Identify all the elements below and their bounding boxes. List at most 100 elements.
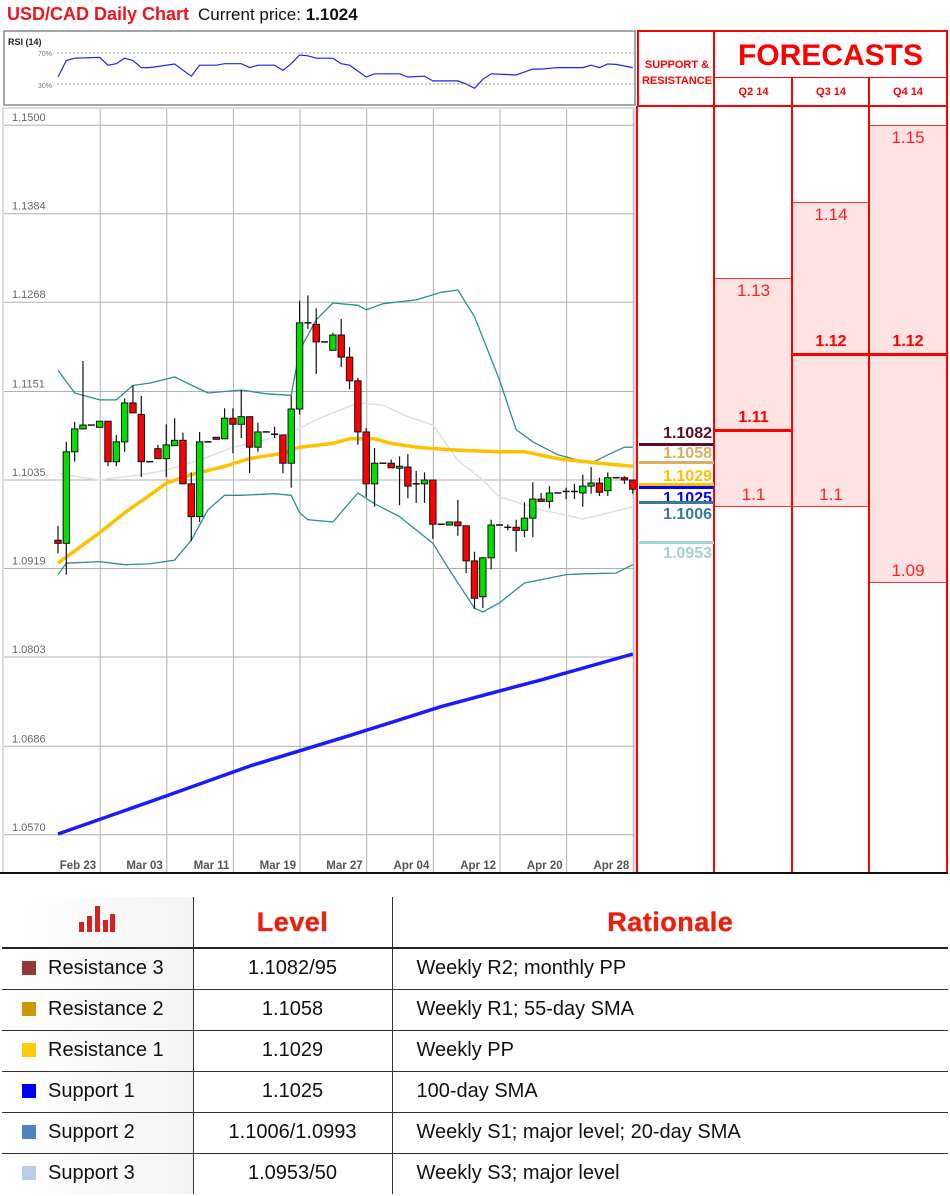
candle-body xyxy=(329,334,337,351)
table-row: Resistance 1 1.1029 Weekly PP xyxy=(2,1030,948,1072)
candle-body xyxy=(587,482,595,487)
candle-body xyxy=(54,539,62,544)
forecast-mid-label: 1.12 xyxy=(815,333,847,351)
candle xyxy=(454,499,462,536)
candle xyxy=(470,551,479,609)
candle-body xyxy=(287,408,295,464)
candle xyxy=(587,467,595,494)
forecast-high-label: 1.13 xyxy=(736,280,771,300)
table-row: Support 1 1.1025 100-day SMA xyxy=(2,1071,948,1113)
level-name-cell: Resistance 1 xyxy=(2,1030,193,1072)
sr-level-label: 1.1082 xyxy=(663,425,712,443)
level-name: Resistance 1 xyxy=(48,1039,164,1061)
candle-body xyxy=(545,492,554,502)
candle-body xyxy=(229,417,237,425)
y-tick-label: 1.0919 xyxy=(12,556,46,568)
candle xyxy=(254,422,262,452)
candle-body xyxy=(512,526,520,531)
level-value: 1.1029 xyxy=(192,1030,392,1072)
candle xyxy=(537,492,545,502)
candle xyxy=(487,519,495,570)
level-value: 1.1006/1.0993 xyxy=(192,1112,392,1154)
candle-body xyxy=(104,420,112,463)
candle xyxy=(312,308,320,374)
candle-body xyxy=(595,482,604,493)
quarter-header-q4: Q4 14 xyxy=(868,77,948,107)
rsi-label: RSI (14) xyxy=(8,37,42,47)
y-tick-label: 1.1500 xyxy=(12,112,46,124)
level-rationale: Weekly S1; major level; 20-day SMA xyxy=(391,1112,948,1154)
candle-body xyxy=(312,323,320,343)
candle xyxy=(271,426,279,439)
candle xyxy=(162,424,170,477)
candle xyxy=(129,385,137,414)
x-tick-label: Feb 23 xyxy=(60,860,96,872)
sr-header-line2: RESISTANCE xyxy=(641,75,713,87)
table-header-rationale: Rationale xyxy=(391,897,948,949)
chart-title: USD/CAD Daily Chart xyxy=(7,4,190,24)
candle xyxy=(562,487,570,500)
candle xyxy=(370,447,379,507)
level-color-swatch xyxy=(22,1084,36,1098)
level-color-swatch xyxy=(22,1002,36,1016)
candle xyxy=(220,408,229,440)
sr-level-label: 1.1006 xyxy=(663,506,712,524)
x-tick-label: Apr 12 xyxy=(460,860,496,872)
candle xyxy=(570,483,578,500)
rsi-level-30: 30% xyxy=(38,83,52,90)
candle xyxy=(120,398,129,452)
candle xyxy=(137,396,146,477)
forecast-high-label: 1.15 xyxy=(891,128,925,148)
candle xyxy=(295,300,304,415)
level-value: 1.0953/50 xyxy=(192,1153,392,1194)
candle-body xyxy=(520,517,529,531)
level-rationale: 100-day SMA xyxy=(391,1071,948,1113)
forecasts-title: FORECASTS xyxy=(713,30,948,78)
candle-body xyxy=(429,479,437,525)
candle-body xyxy=(395,465,404,469)
x-tick-label: Apr 20 xyxy=(527,860,563,872)
x-tick-label: Mar 03 xyxy=(126,860,162,872)
y-tick-label: 1.0570 xyxy=(12,822,46,834)
forecast-low-label: 1.1 xyxy=(819,484,843,504)
x-tick-label: Apr 28 xyxy=(593,860,629,872)
y-tick-label: 1.1035 xyxy=(12,467,46,479)
price-chart: RSI (14) 70% 30% 1.1500 1.1384 1.1268 1.115… xyxy=(2,30,637,874)
x-tick-label: Apr 04 xyxy=(394,860,430,872)
current-price: Current price: 1.1024 xyxy=(198,5,358,25)
candle-body xyxy=(337,334,345,358)
candle-body xyxy=(620,477,629,481)
bar-chart-icon xyxy=(79,906,116,932)
candle xyxy=(229,408,237,454)
candle-body xyxy=(95,420,104,428)
candle-body xyxy=(629,479,637,490)
y-tick-label: 1.1151 xyxy=(12,378,45,390)
level-value: 1.1058 xyxy=(192,989,392,1031)
quarter-header-q3: Q3 14 xyxy=(791,77,869,107)
candle-body xyxy=(279,434,287,464)
candle-body xyxy=(529,498,537,519)
candle-body xyxy=(112,441,121,463)
candle-body xyxy=(345,356,354,382)
candle xyxy=(245,416,254,474)
candle-body xyxy=(370,462,379,485)
y-tick-label: 1.1384 xyxy=(12,201,46,213)
candle xyxy=(404,454,412,499)
x-tick-label: Mar 27 xyxy=(326,860,362,872)
candle-body xyxy=(154,448,162,460)
candle xyxy=(595,477,604,497)
candle-body xyxy=(212,436,220,440)
candle xyxy=(337,319,345,368)
candle-body xyxy=(70,428,79,453)
candle-body xyxy=(120,402,129,443)
candle-body xyxy=(62,451,71,544)
sr-level-line xyxy=(639,541,714,545)
candle xyxy=(479,557,487,609)
support-resistance-header: SUPPORT & RESISTANCE xyxy=(637,30,715,107)
bollinger-mid-line xyxy=(57,402,633,520)
level-name-cell: Support 2 xyxy=(2,1112,193,1154)
candle xyxy=(620,476,629,484)
table-header-icon-cell xyxy=(2,897,193,949)
candle-body xyxy=(162,444,170,460)
candle xyxy=(329,332,337,351)
